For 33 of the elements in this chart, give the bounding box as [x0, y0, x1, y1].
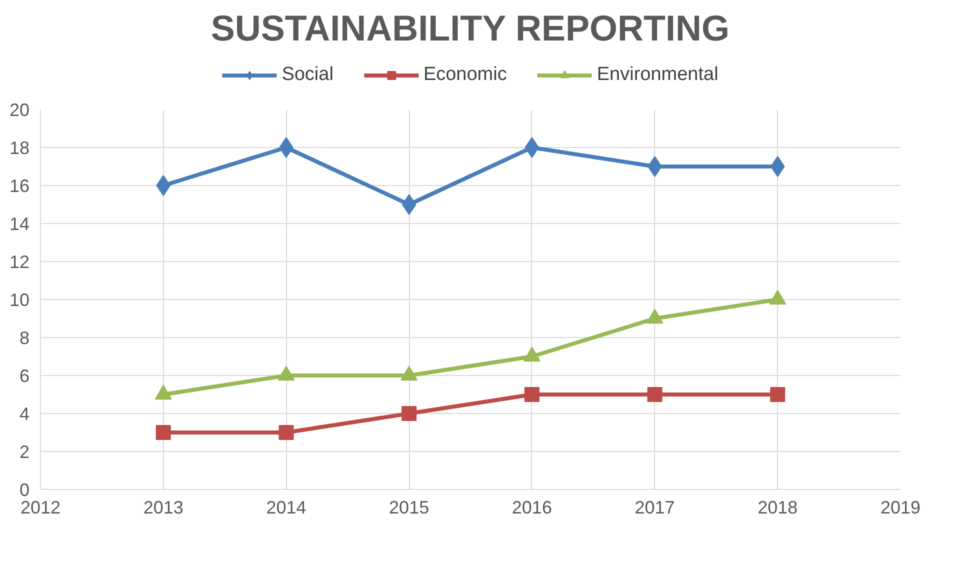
x-tick-label: 2015 [389, 498, 430, 518]
legend-label: Social [282, 64, 334, 86]
point [402, 194, 416, 215]
y-tick-label: 4 [19, 404, 30, 424]
y-tick-label: 12 [9, 252, 30, 272]
y-tick-label: 18 [9, 138, 30, 158]
point [770, 387, 786, 402]
point [524, 387, 540, 402]
y-tick-label: 0 [19, 480, 30, 500]
chart-title: SUSTAINABILITY REPORTING [210, 8, 730, 48]
point [402, 406, 417, 421]
x-tick-label: 2013 [143, 498, 184, 518]
y-tick-label: 20 [9, 100, 30, 120]
x-tick-label: 2012 [20, 498, 61, 518]
y-tick-label: 8 [19, 328, 30, 348]
x-tick-label: 2014 [266, 498, 306, 518]
x-tick-label: 2019 [880, 498, 921, 518]
y-tick-label: 2 [19, 442, 30, 462]
y-tick-label: 6 [19, 366, 30, 386]
point [156, 425, 171, 440]
x-tick-label: 2016 [512, 498, 552, 518]
point [647, 387, 662, 402]
point [156, 175, 171, 196]
x-tick-label: 2018 [758, 498, 798, 518]
y-tick-label: 10 [9, 290, 30, 310]
legend-label: Economic [423, 64, 507, 86]
x-tick-label: 2017 [634, 498, 675, 518]
point [278, 425, 294, 440]
y-tick-label: 14 [9, 214, 30, 234]
point [770, 156, 785, 177]
y-tick-label: 16 [9, 176, 30, 196]
legend-label: Environmental [596, 64, 718, 86]
point [524, 137, 540, 158]
